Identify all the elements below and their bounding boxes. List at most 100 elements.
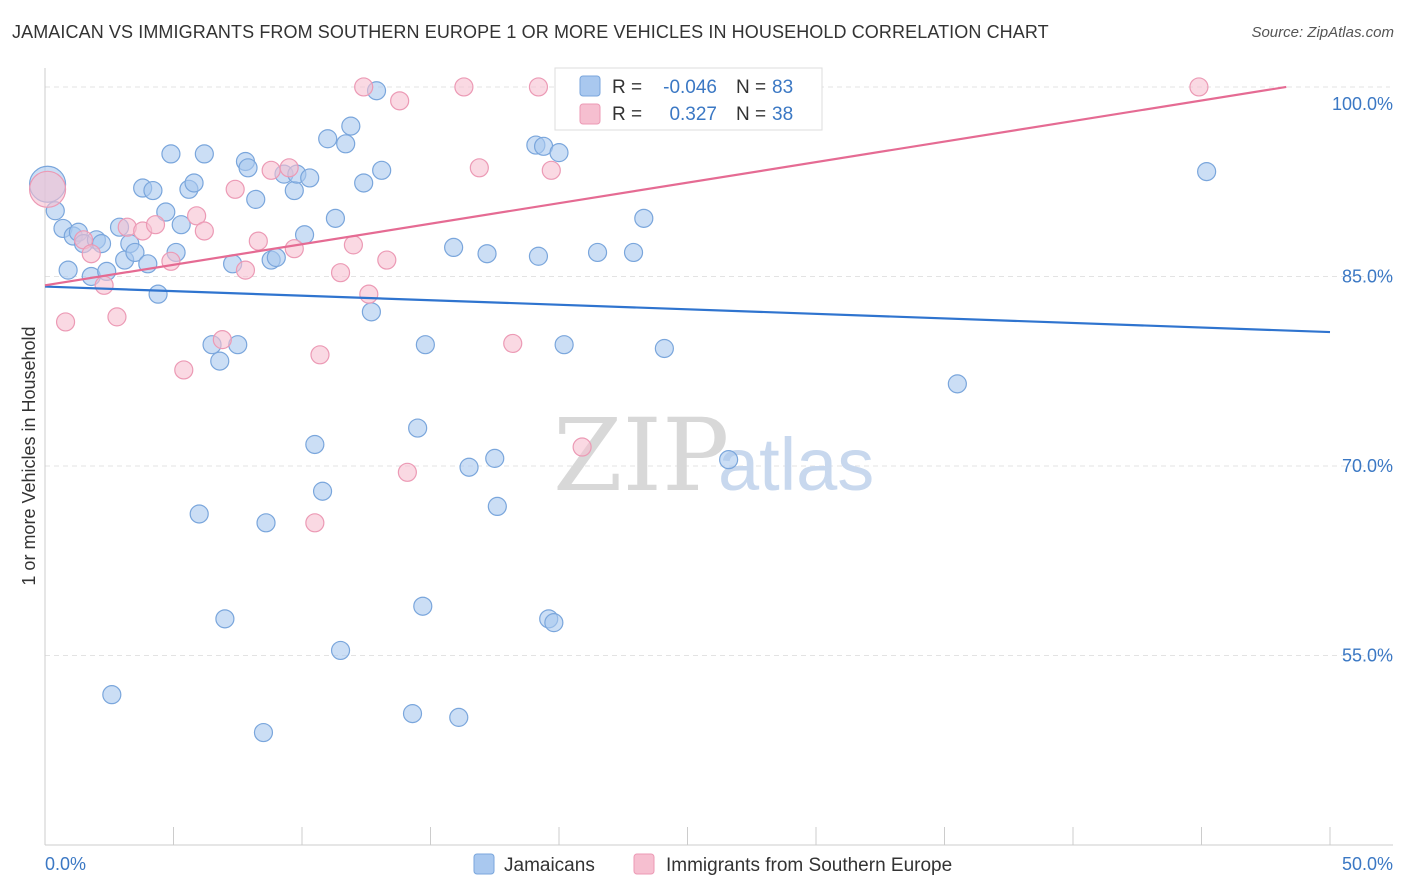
x-tick-label: 50.0% — [1342, 854, 1393, 874]
jamaican-point — [184, 173, 204, 193]
series-legend: Jamaicans Immigrants from Southern Europ… — [473, 853, 952, 876]
trend-lines — [44, 85, 1331, 334]
jamaican-point — [549, 143, 569, 163]
jamaican-point — [1197, 162, 1217, 182]
series-southern-europe — [28, 77, 1209, 533]
jamaican-point — [325, 208, 346, 228]
jamaican-point — [408, 418, 428, 438]
southern-europe-point — [390, 91, 410, 111]
y-tick-label: 70.0% — [1342, 456, 1393, 476]
jamaican-point — [246, 189, 266, 209]
southern-europe-point — [1189, 77, 1209, 97]
jamaican-point — [623, 242, 644, 263]
source-label: Source: ZipAtlas.com — [1251, 24, 1394, 41]
legend-southern-europe-swatch — [633, 853, 655, 875]
jamaican-point — [544, 613, 564, 633]
jamaican-point — [194, 144, 214, 164]
southern-europe-point — [145, 215, 166, 235]
jamaican-point — [266, 247, 286, 268]
legend-r-label-pink: R = — [612, 104, 642, 125]
southern-europe-point — [310, 345, 330, 365]
jamaican-point — [256, 513, 276, 533]
jamaican-point — [305, 434, 325, 455]
southern-europe-point — [248, 231, 268, 251]
jamaican-point — [300, 168, 320, 188]
y-tick-labels: 100.0% 85.0% 70.0% 55.0% — [1332, 94, 1393, 666]
jamaicans-trend-line — [44, 285, 1331, 334]
legend-n-value-pink: 38 — [772, 104, 793, 125]
southern-europe-point — [284, 239, 304, 259]
legend-pink-swatch — [579, 103, 601, 125]
jamaican-point — [444, 237, 464, 258]
southern-europe-point — [279, 158, 299, 178]
jamaican-point — [719, 450, 739, 470]
jamaican-point — [58, 260, 78, 280]
jamaican-point — [354, 173, 374, 193]
y-tick-label: 55.0% — [1342, 645, 1393, 665]
jamaican-point — [459, 457, 479, 477]
jamaican-point — [161, 144, 181, 164]
jamaican-point — [102, 685, 122, 705]
x-tick-label: 0.0% — [45, 854, 86, 874]
gridlines — [45, 86, 1390, 656]
jamaican-point — [413, 596, 433, 616]
southern-europe-point — [528, 77, 549, 97]
y-axis-label: 1 or more Vehicles in Household — [19, 326, 39, 585]
jamaican-point — [312, 481, 333, 501]
y-tick-label: 85.0% — [1342, 266, 1393, 286]
jamaican-point — [330, 640, 351, 661]
southern-europe-point — [28, 170, 67, 208]
legend-jamaicans-label: Jamaicans — [504, 855, 595, 876]
jamaican-point — [284, 180, 304, 201]
x-tick-labels: 0.0% 50.0% — [45, 854, 1393, 874]
legend-jamaicans-swatch — [473, 853, 495, 875]
southern-europe-point — [107, 307, 127, 327]
jamaican-point — [341, 116, 361, 136]
jamaican-point — [485, 448, 505, 468]
southern-europe-trend-line — [44, 85, 1287, 287]
jamaican-point — [554, 335, 574, 355]
southern-europe-point — [55, 312, 76, 332]
southern-europe-point — [503, 333, 523, 354]
jamaican-point — [318, 129, 338, 149]
jamaican-point — [402, 704, 423, 724]
southern-europe-point — [261, 160, 281, 180]
southern-europe-point — [572, 437, 592, 457]
jamaican-point — [634, 208, 654, 228]
jamaican-point — [654, 338, 674, 359]
jamaican-point — [372, 160, 392, 180]
jamaican-point — [336, 134, 356, 154]
southern-europe-point — [81, 244, 101, 264]
legend-southern-europe-label: Immigrants from Southern Europe — [666, 855, 952, 876]
southern-europe-point — [330, 263, 351, 283]
legend-n-label-blue: N = — [736, 77, 766, 98]
jamaican-point — [148, 284, 168, 304]
southern-europe-point — [174, 360, 194, 380]
legend-r-label-blue: R = — [612, 77, 642, 98]
southern-europe-point — [187, 206, 207, 226]
jamaican-point — [487, 496, 507, 517]
jamaican-point — [171, 215, 191, 235]
southern-europe-point — [343, 235, 363, 255]
jamaican-point — [528, 246, 549, 266]
legend-blue-swatch — [579, 75, 601, 97]
southern-europe-point — [377, 250, 397, 270]
southern-europe-point — [194, 221, 214, 241]
jamaican-point — [210, 351, 230, 371]
correlation-legend: R = -0.046 N = 83 R = 0.327 N = 38 — [554, 67, 823, 131]
jamaican-point — [449, 707, 469, 727]
jamaican-point — [125, 242, 145, 263]
southern-europe-point — [94, 275, 114, 295]
southern-europe-point — [225, 179, 245, 199]
chart-title: JAMAICAN VS IMMIGRANTS FROM SOUTHERN EUR… — [12, 22, 1049, 42]
legend-r-value-pink: 0.327 — [669, 104, 717, 125]
jamaican-point — [238, 158, 258, 178]
legend-r-value-blue: -0.046 — [663, 77, 717, 98]
southern-europe-point — [359, 284, 379, 304]
jamaican-point — [189, 504, 209, 524]
southern-europe-point — [354, 77, 374, 97]
jamaican-point — [947, 374, 967, 394]
southern-europe-point — [469, 158, 489, 178]
jamaican-point — [215, 609, 235, 629]
